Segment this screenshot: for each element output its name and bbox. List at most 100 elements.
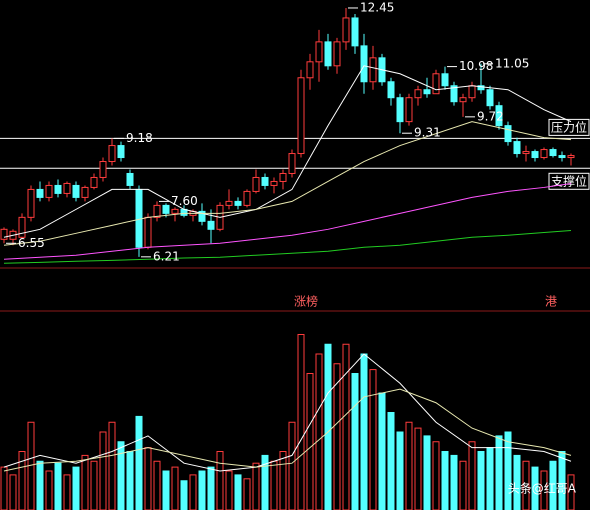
candle-body: [477, 85, 485, 91]
extreme-label: 11.05: [495, 56, 529, 70]
volume-bar: [477, 451, 485, 510]
candle-body: [387, 81, 395, 99]
volume-bar: [324, 343, 332, 510]
candle-body: [261, 176, 269, 186]
volume-bar: [126, 451, 134, 510]
candle-body: [207, 220, 215, 230]
ma-line: [3, 182, 572, 260]
volume-bar: [81, 454, 89, 510]
volume-bar: [468, 441, 476, 510]
volume-bar: [243, 478, 251, 510]
candle-body: [81, 186, 89, 198]
volume-bar: [378, 392, 386, 510]
volume-bar: [423, 435, 431, 510]
extreme-label: 12.45: [360, 0, 394, 14]
volume-ma-line: [3, 353, 572, 472]
candle-body: [342, 17, 350, 43]
candle-body: [126, 172, 134, 186]
volume-bar: [63, 474, 71, 510]
volume-bar: [387, 412, 395, 510]
candle-body: [432, 73, 440, 95]
volume-bar: [270, 460, 278, 510]
volume-bar: [234, 474, 242, 510]
volume-bar: [432, 441, 440, 510]
volume-bar: [108, 421, 116, 510]
volume-bar: [27, 421, 35, 510]
candle-body: [396, 97, 404, 123]
volume-bar: [540, 470, 548, 510]
candle-body: [270, 180, 278, 186]
candle-body: [288, 153, 296, 174]
ma-line: [3, 121, 572, 246]
event-label: 涨榜: [294, 294, 318, 309]
level-box: [548, 118, 590, 136]
extreme-label: 6.21: [153, 249, 180, 263]
extreme-label: 10.98: [459, 59, 493, 73]
extreme-label: 7.60: [171, 194, 198, 208]
volume-bar: [180, 480, 188, 510]
volume-bar: [189, 474, 197, 510]
candle-body: [63, 182, 71, 194]
volume-bar: [315, 353, 323, 510]
volume-bar: [279, 451, 287, 510]
volume-ma-line: [3, 388, 572, 472]
candle-body: [45, 184, 53, 198]
extreme-label: 9.18: [126, 131, 153, 145]
candle-body: [360, 45, 368, 83]
volume-bar: [342, 343, 350, 510]
volume-bar: [99, 431, 107, 510]
volume-bar: [396, 431, 404, 510]
candle-body: [99, 161, 107, 178]
candle-body: [234, 200, 242, 206]
candle-body: [414, 89, 422, 99]
volume-bar: [72, 466, 80, 510]
level-label: 压力位: [551, 119, 587, 134]
candle-body: [225, 200, 233, 206]
volume-bar: [549, 460, 557, 510]
candle-body: [504, 125, 512, 143]
level-label: 支撑位: [551, 173, 587, 188]
candle-body: [441, 73, 449, 87]
volume-bar: [45, 470, 53, 510]
volume-bar: [441, 451, 449, 510]
volume-bar: [405, 421, 413, 510]
candle-body: [297, 77, 305, 155]
candle-body: [351, 17, 359, 47]
candle-body: [135, 188, 143, 248]
candle-body: [108, 145, 116, 163]
volume-bar: [306, 373, 314, 510]
extreme-label: 9.31: [414, 126, 441, 140]
candle-body: [306, 61, 314, 79]
candle-body: [18, 216, 26, 238]
candle-body: [72, 184, 80, 198]
candle-body: [243, 190, 251, 206]
candle-body: [540, 149, 548, 159]
volume-bar: [153, 460, 161, 510]
candle-body: [153, 204, 161, 218]
candle-body: [27, 188, 35, 218]
volume-bar: [171, 466, 179, 510]
candle-body: [558, 155, 566, 159]
event-label: 港: [545, 295, 557, 309]
volume-bar: [207, 466, 215, 510]
candle-body: [0, 228, 8, 240]
volume-bar: [135, 415, 143, 510]
candle-body: [144, 216, 152, 248]
volume-bar: [0, 466, 8, 510]
candle-body: [333, 41, 341, 67]
volume-bar: [162, 470, 170, 510]
extreme-label: 9.72: [477, 109, 504, 123]
volume-bar: [351, 373, 359, 510]
volume-bar: [144, 447, 152, 510]
candle-body: [513, 141, 521, 155]
volume-bar: [36, 460, 44, 510]
watermark: 头条@红哥A: [508, 481, 577, 496]
volume-bar: [459, 460, 467, 510]
volume-bar: [486, 447, 494, 510]
candle-body: [522, 151, 530, 155]
volume-bar: [522, 460, 530, 510]
volume-bar: [9, 474, 17, 510]
volume-bar: [369, 369, 377, 510]
candle-body: [423, 89, 431, 95]
